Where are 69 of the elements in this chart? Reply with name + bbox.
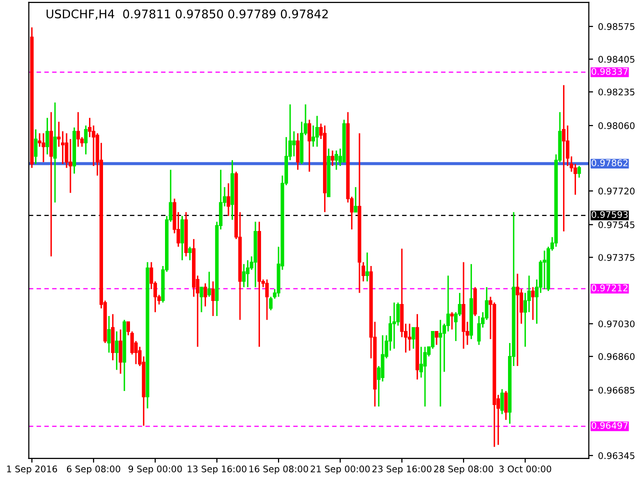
candlestick bbox=[211, 280, 215, 317]
candlestick bbox=[438, 319, 442, 408]
candlestick bbox=[477, 315, 481, 346]
candlestick bbox=[292, 130, 296, 158]
candlestick bbox=[107, 315, 111, 354]
candlestick bbox=[46, 117, 50, 156]
y-tick-label: 0.98575 bbox=[598, 23, 634, 30]
candlestick bbox=[504, 390, 508, 421]
candlestick bbox=[84, 124, 88, 156]
y-tick-label: 0.97545 bbox=[598, 221, 634, 228]
x-tick-label: 21 Sep 00:00 bbox=[310, 466, 370, 474]
y-tick-label: 0.97030 bbox=[598, 320, 635, 328]
candlestick bbox=[207, 271, 211, 298]
y-tick-label: 0.96345 bbox=[598, 452, 634, 460]
candlestick bbox=[434, 330, 438, 346]
y-tick-label: 0.96860 bbox=[598, 353, 635, 360]
y-tick-label: 0.97720 bbox=[598, 188, 635, 195]
candlestick bbox=[330, 150, 334, 167]
candlestick bbox=[308, 119, 312, 172]
candlestick bbox=[246, 260, 250, 288]
y-tick-label: 0.98235 bbox=[598, 88, 634, 96]
candlestick bbox=[577, 165, 581, 178]
candlestick bbox=[200, 286, 204, 313]
x-tick-label: 28 Sep 08:00 bbox=[434, 466, 494, 474]
candlestick bbox=[531, 286, 535, 321]
candlestick bbox=[76, 111, 80, 148]
candlestick bbox=[188, 246, 192, 261]
candlestick bbox=[114, 330, 118, 371]
x-tick-label: 1 Sep 2016 bbox=[7, 466, 58, 474]
x-tick-label: 13 Sep 16:00 bbox=[188, 466, 246, 474]
text: USDCHF,H4 0.97811 0.97850 0.97789 0.97842 bbox=[46, 9, 328, 20]
y-tick-label: 0.98060 bbox=[598, 122, 635, 130]
candlestick bbox=[53, 102, 57, 204]
ref-line-label: 0.97593 bbox=[592, 211, 628, 218]
candlestick bbox=[412, 326, 416, 350]
candlestick bbox=[204, 282, 208, 308]
candlestick bbox=[42, 132, 46, 163]
candlestick bbox=[118, 328, 122, 374]
candlestick bbox=[334, 150, 338, 170]
y-tick-label: 0.97375 bbox=[598, 254, 634, 261]
candlestick bbox=[542, 250, 546, 290]
candlestick bbox=[516, 272, 520, 367]
x-tick-label: 3 Oct 00:00 bbox=[499, 466, 552, 472]
candlestick bbox=[242, 263, 246, 288]
ref-line-label: 0.97862 bbox=[592, 159, 628, 166]
candlestick bbox=[180, 215, 184, 261]
ref-line-label: 0.96497 bbox=[592, 422, 628, 429]
candlestick bbox=[269, 296, 273, 311]
y-tick-label: 0.96685 bbox=[598, 386, 634, 394]
candlestick bbox=[365, 252, 369, 282]
candlestick bbox=[226, 182, 230, 217]
ref-line-label: 0.97212 bbox=[592, 284, 628, 292]
candlestick bbox=[423, 346, 427, 408]
candlestick bbox=[34, 128, 38, 165]
x-tick-label: 9 Sep 00:00 bbox=[128, 466, 182, 474]
candlestick bbox=[408, 323, 412, 352]
x-tick-label: 16 Sep 08:00 bbox=[249, 466, 308, 474]
candlestick bbox=[500, 388, 504, 415]
candlestick bbox=[354, 186, 358, 213]
candlestick bbox=[450, 311, 454, 330]
ref-line-label: 0.98337 bbox=[592, 68, 628, 75]
candlestick bbox=[315, 115, 319, 148]
candlestick bbox=[392, 302, 396, 350]
candlestick bbox=[296, 132, 300, 170]
x-tick-label: 23 Sep 16:00 bbox=[372, 466, 432, 474]
x-tick-label: 6 Sep 08:00 bbox=[66, 466, 120, 474]
y-tick-label: 0.98405 bbox=[598, 56, 634, 63]
candlestick bbox=[265, 278, 269, 321]
candlestick bbox=[562, 84, 566, 232]
